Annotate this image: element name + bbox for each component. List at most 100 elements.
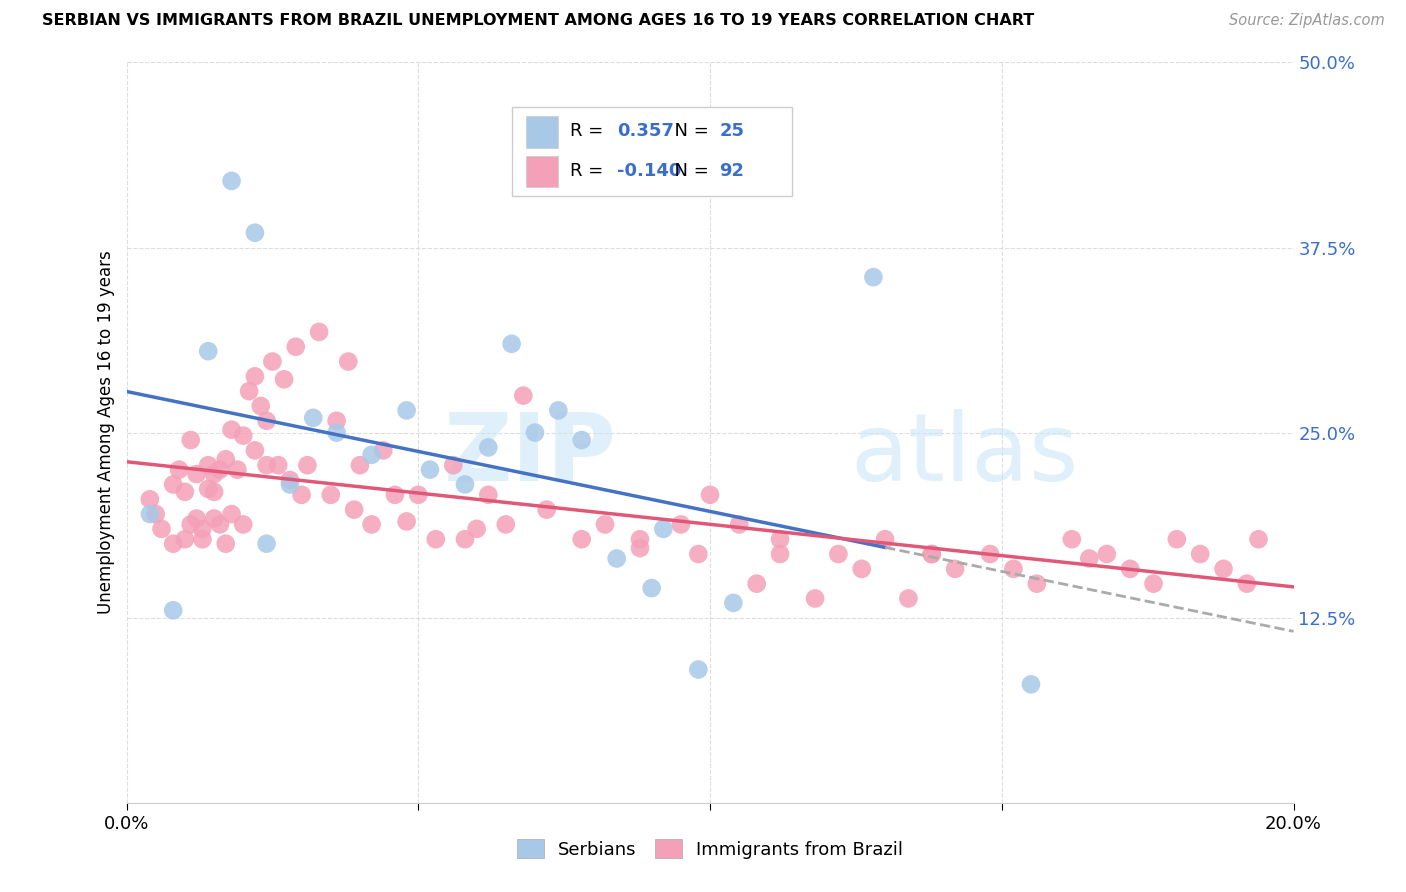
- Point: [308, 325, 330, 339]
- Point: [150, 522, 173, 536]
- Point: [1060, 533, 1083, 547]
- Point: [180, 433, 202, 447]
- Point: [284, 340, 307, 354]
- Point: [1142, 576, 1164, 591]
- Point: [221, 507, 243, 521]
- Point: [851, 562, 873, 576]
- Point: [186, 467, 208, 481]
- Point: [425, 533, 447, 547]
- Point: [197, 344, 219, 359]
- Point: [325, 425, 347, 440]
- Point: [1166, 533, 1188, 547]
- Point: [360, 448, 382, 462]
- Text: SERBIAN VS IMMIGRANTS FROM BRAZIL UNEMPLOYMENT AMONG AGES 16 TO 19 YEARS CORRELA: SERBIAN VS IMMIGRANTS FROM BRAZIL UNEMPL…: [42, 13, 1035, 29]
- Point: [202, 467, 225, 481]
- Point: [728, 517, 751, 532]
- Point: [1002, 562, 1025, 576]
- Point: [1095, 547, 1118, 561]
- Point: [180, 517, 202, 532]
- Point: [215, 452, 238, 467]
- Point: [221, 174, 243, 188]
- Point: [454, 477, 477, 491]
- Point: [174, 484, 197, 499]
- Point: [804, 591, 827, 606]
- Point: [688, 663, 710, 677]
- Point: [197, 458, 219, 473]
- Point: [232, 517, 254, 532]
- Point: [723, 596, 745, 610]
- Text: R =: R =: [569, 122, 609, 140]
- Point: [628, 533, 651, 547]
- Point: [669, 517, 692, 532]
- Point: [349, 458, 371, 473]
- Point: [243, 369, 266, 384]
- Text: Source: ZipAtlas.com: Source: ZipAtlas.com: [1229, 13, 1385, 29]
- Point: [571, 433, 593, 447]
- Text: N =: N =: [664, 122, 714, 140]
- Point: [208, 462, 231, 476]
- Point: [441, 458, 464, 473]
- FancyBboxPatch shape: [526, 156, 558, 186]
- Point: [1247, 533, 1270, 547]
- Text: 0.357: 0.357: [617, 122, 673, 140]
- Point: [547, 403, 569, 417]
- Point: [395, 515, 418, 529]
- Point: [373, 443, 395, 458]
- Point: [745, 576, 768, 591]
- Point: [191, 522, 214, 536]
- Point: [139, 492, 162, 507]
- Point: [249, 399, 271, 413]
- Point: [495, 517, 517, 532]
- Point: [943, 562, 966, 576]
- Point: [256, 536, 278, 550]
- Point: [897, 591, 920, 606]
- Text: ZIP: ZIP: [444, 409, 617, 500]
- Point: [477, 488, 499, 502]
- Point: [571, 533, 593, 547]
- Point: [319, 488, 342, 502]
- Text: 92: 92: [720, 162, 744, 180]
- Point: [827, 547, 849, 561]
- Point: [202, 484, 225, 499]
- Point: [921, 547, 943, 561]
- Point: [273, 372, 295, 386]
- Point: [337, 354, 360, 368]
- Point: [1119, 562, 1142, 576]
- Point: [162, 536, 184, 550]
- Point: [862, 270, 884, 285]
- Point: [278, 477, 301, 491]
- Point: [1078, 551, 1101, 566]
- Point: [524, 425, 547, 440]
- Point: [186, 511, 208, 525]
- Point: [1019, 677, 1042, 691]
- Point: [628, 541, 651, 555]
- Point: [384, 488, 406, 502]
- FancyBboxPatch shape: [512, 107, 792, 195]
- Point: [536, 502, 558, 516]
- Point: [139, 507, 162, 521]
- Point: [162, 603, 184, 617]
- Point: [1236, 576, 1258, 591]
- Point: [256, 458, 278, 473]
- Point: [278, 473, 301, 487]
- Point: [408, 488, 430, 502]
- Text: -0.140: -0.140: [617, 162, 681, 180]
- Point: [145, 507, 167, 521]
- Point: [699, 488, 721, 502]
- Point: [191, 533, 214, 547]
- Point: [652, 522, 675, 536]
- Point: [290, 488, 312, 502]
- Point: [208, 517, 231, 532]
- Point: [343, 502, 366, 516]
- Point: [688, 547, 710, 561]
- Point: [238, 384, 260, 399]
- Point: [606, 551, 628, 566]
- Point: [640, 581, 664, 595]
- Text: 25: 25: [720, 122, 744, 140]
- Y-axis label: Unemployment Among Ages 16 to 19 years: Unemployment Among Ages 16 to 19 years: [97, 251, 115, 615]
- Point: [267, 458, 290, 473]
- Point: [501, 336, 523, 351]
- Point: [419, 462, 441, 476]
- Point: [360, 517, 382, 532]
- Point: [512, 388, 534, 402]
